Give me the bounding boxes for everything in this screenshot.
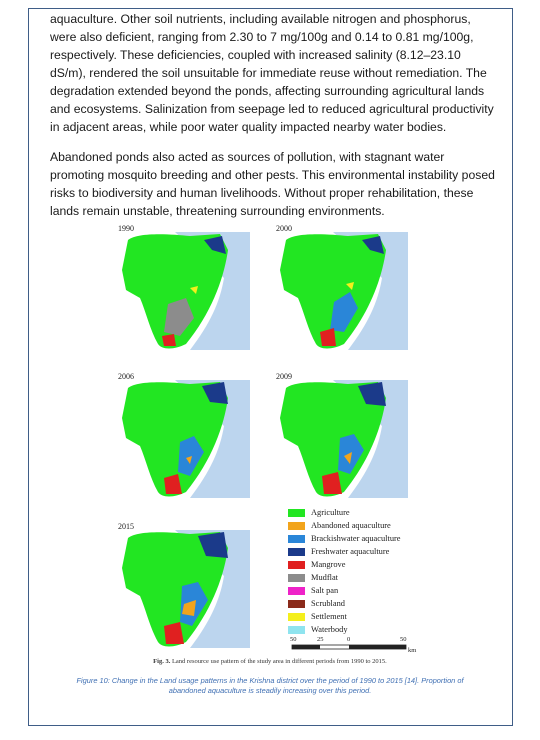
scale-tick-label: 25 (317, 636, 324, 643)
legend-item: Brackishwater aquaculture (288, 532, 448, 545)
legend-swatch (288, 612, 305, 621)
legend-item: Scrubland (288, 597, 448, 610)
figure-inner-caption-label: Fig. 3. (153, 658, 171, 665)
map-legend: Agriculture Abandoned aquaculture Brackish… (288, 506, 448, 636)
legend-label: Freshwater aquaculture (311, 547, 390, 556)
legend-label: Salt pan (311, 586, 339, 595)
legend-swatch (288, 534, 305, 543)
legend-swatch (288, 625, 305, 634)
legend-item: Abandoned aquaculture (288, 519, 448, 532)
body-paragraph-2: Abandoned ponds also acted as sources of… (50, 150, 495, 218)
legend-item: Mangrove (288, 558, 448, 571)
figure-inner-caption: Fig. 3. Land resource use pattern of the… (110, 658, 430, 665)
legend-swatch (288, 573, 305, 582)
legend-label: Mangrove (311, 560, 346, 569)
scale-bar: 50 25 0 50 km (290, 636, 430, 658)
map-2000 (280, 232, 408, 350)
legend-label: Agriculture (311, 508, 350, 517)
page-border (28, 8, 513, 726)
panel-label-2015: 2015 (118, 522, 134, 531)
scale-tick-label: 50 (290, 636, 297, 643)
legend-label: Brackishwater aquaculture (311, 534, 401, 543)
legend-swatch (288, 599, 305, 608)
legend-swatch (288, 508, 305, 517)
legend-label: Waterbody (311, 625, 348, 634)
panel-label-2009: 2009 (276, 372, 292, 381)
panel-label-2000: 2000 (276, 224, 292, 233)
legend-item: Freshwater aquaculture (288, 545, 448, 558)
figure-caption: Figure 10: Change in the Land usage patt… (76, 676, 464, 695)
legend-swatch (288, 586, 305, 595)
legend-item: Agriculture (288, 506, 448, 519)
legend-item: Waterbody (288, 623, 448, 636)
panel-label-2006: 2006 (118, 372, 134, 381)
scale-unit: km (408, 647, 417, 654)
map-2015 (122, 530, 250, 648)
scale-tick-label: 0 (347, 636, 351, 643)
map-1990 (122, 232, 250, 350)
legend-item: Salt pan (288, 584, 448, 597)
legend-label: Settlement (311, 612, 347, 621)
map-2006 (122, 380, 250, 498)
legend-swatch (288, 547, 305, 556)
panel-label-1990: 1990 (118, 224, 134, 233)
legend-label: Scrubland (311, 599, 345, 608)
body-paragraph-1: aquaculture. Other soil nutrients, inclu… (50, 12, 494, 134)
land-use-figure: 1990 2000 2006 2009 2015 (110, 222, 430, 670)
legend-item: Settlement (288, 610, 448, 623)
legend-label: Mudflat (311, 573, 338, 582)
figure-inner-caption-text: Land resource use pattern of the study a… (171, 658, 387, 665)
map-2009 (280, 380, 408, 498)
legend-swatch (288, 560, 305, 569)
legend-swatch (288, 521, 305, 530)
legend-label: Abandoned aquaculture (311, 521, 391, 530)
legend-item: Mudflat (288, 571, 448, 584)
scale-tick-label: 50 (400, 636, 407, 643)
